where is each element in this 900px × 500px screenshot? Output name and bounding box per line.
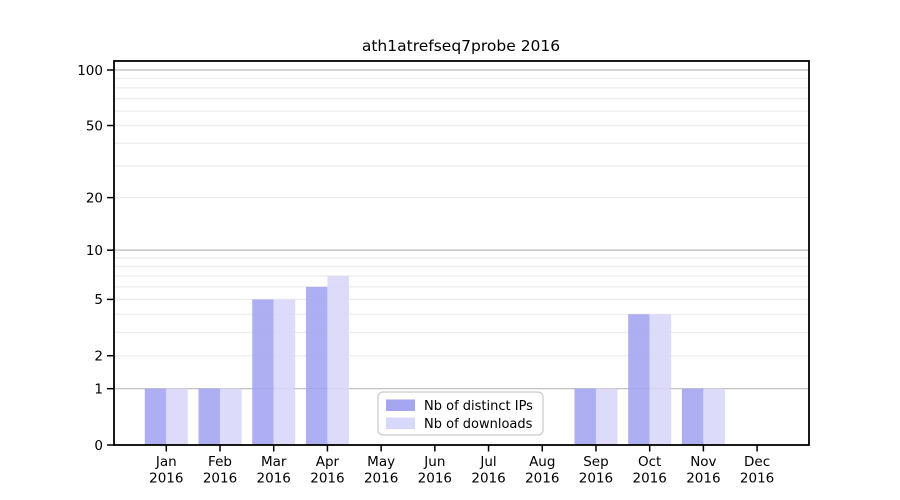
y-tick-label: 10 [86,243,103,259]
legend-label-distinct-ips: Nb of distinct IPs [424,399,533,414]
y-tick-label: 5 [94,292,103,308]
bar-jan-downloads [166,388,188,445]
y-tick-label: 0 [94,438,103,454]
chart-title: ath1atrefseq7probe 2016 [362,37,560,55]
x-tick-label-year: 2016 [149,471,183,487]
x-tick-label-year: 2016 [257,471,291,487]
x-tick-label-month: Apr [316,454,340,470]
legend-box [377,391,544,436]
x-tick-label-month: Dec [744,454,770,470]
legend-label-downloads: Nb of downloads [424,417,533,432]
legend-swatch-downloads [386,417,415,429]
bars [144,276,725,445]
y-tick-label: 100 [77,63,103,79]
x-tick-label-year: 2016 [525,471,559,487]
x-tick-label-month: May [367,454,395,470]
major-gridlines [115,69,808,390]
bar-mar-ips [252,299,274,445]
legend-swatch-distinct-ips [386,399,415,411]
plot-border [113,60,810,446]
y-tick-label: 2 [94,349,103,365]
x-tick-label-year: 2016 [579,471,613,487]
x-tick-label-month: Oct [638,454,661,470]
legend: Nb of distinct IPs Nb of downloads [377,391,544,436]
x-tick-label-year: 2016 [471,471,505,487]
bar-oct-downloads [649,314,672,445]
x-tick-label-month: Sep [583,454,608,470]
bar-nov-downloads [703,388,725,445]
y-tick-label: 1 [94,381,103,397]
bar-oct-ips [628,314,650,445]
x-tick-label-year: 2016 [310,471,344,487]
y-tick-label: 50 [86,118,103,134]
x-tick-label-month: Nov [690,454,716,470]
x-tick-label-month: Aug [529,454,555,470]
bar-apr-ips [305,286,328,445]
x-tick-label-month: Feb [208,454,232,470]
x-tick-label-year: 2016 [364,471,398,487]
y-axis: 0 1 2 5 10 20 50 100 [77,63,114,454]
x-tick-label-year: 2016 [633,471,667,487]
x-axis: Jan2016Feb2016Mar2016Apr2016May2016Jun20… [149,445,774,487]
x-tick-label-year: 2016 [203,471,237,487]
bar-feb-downloads [220,388,242,445]
x-tick-label-year: 2016 [686,471,720,487]
bar-sep-downloads [595,388,618,445]
bar-sep-ips [574,388,596,445]
x-tick-label-month: Mar [261,454,287,470]
bar-feb-ips [198,388,221,445]
x-tick-label-month: Jan [155,454,177,470]
x-tick-label-month: Jun [423,454,445,470]
minor-gridlines [115,77,808,357]
x-tick-label-year: 2016 [418,471,452,487]
y-tick-label: 20 [86,190,103,206]
x-tick-label-month: Jul [479,454,496,470]
bar-jan-ips [144,388,167,445]
x-tick-label-year: 2016 [740,471,774,487]
bar-apr-downloads [327,276,349,445]
bar-mar-downloads [273,299,296,445]
bar-nov-ips [681,388,704,445]
